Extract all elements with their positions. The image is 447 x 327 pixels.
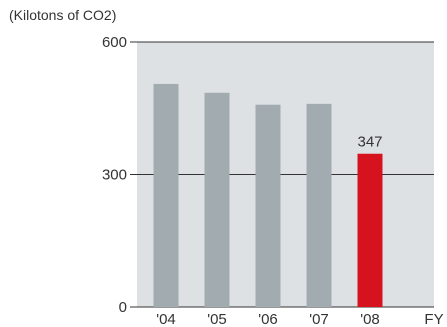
- x-tick-label: '05: [207, 311, 227, 327]
- x-axis-label: FY: [424, 311, 443, 327]
- bar-3: [306, 103, 332, 307]
- bar-1: [204, 92, 230, 308]
- bar-0: [153, 83, 179, 307]
- data-label: 347: [357, 134, 382, 151]
- bar-4: [357, 153, 383, 307]
- y-tick-label: 300: [102, 167, 127, 184]
- y-tick-labels: 0 300 600: [102, 34, 127, 316]
- y-tick-label: 600: [102, 34, 127, 51]
- y-axis-unit-label: (Kilotons of CO2): [9, 7, 117, 23]
- bars: [153, 83, 383, 308]
- x-tick-label: '07: [309, 311, 329, 327]
- y-tick-label: 0: [119, 299, 127, 316]
- bar-2: [255, 104, 281, 307]
- gridlines: [130, 41, 434, 308]
- x-tick-label: '08: [360, 311, 380, 327]
- x-tick-label: '06: [258, 311, 278, 327]
- data-labels: 347: [357, 134, 382, 151]
- x-tick-label: '04: [156, 311, 176, 327]
- x-tick-labels: '04 '05 '06 '07 '08: [156, 311, 380, 327]
